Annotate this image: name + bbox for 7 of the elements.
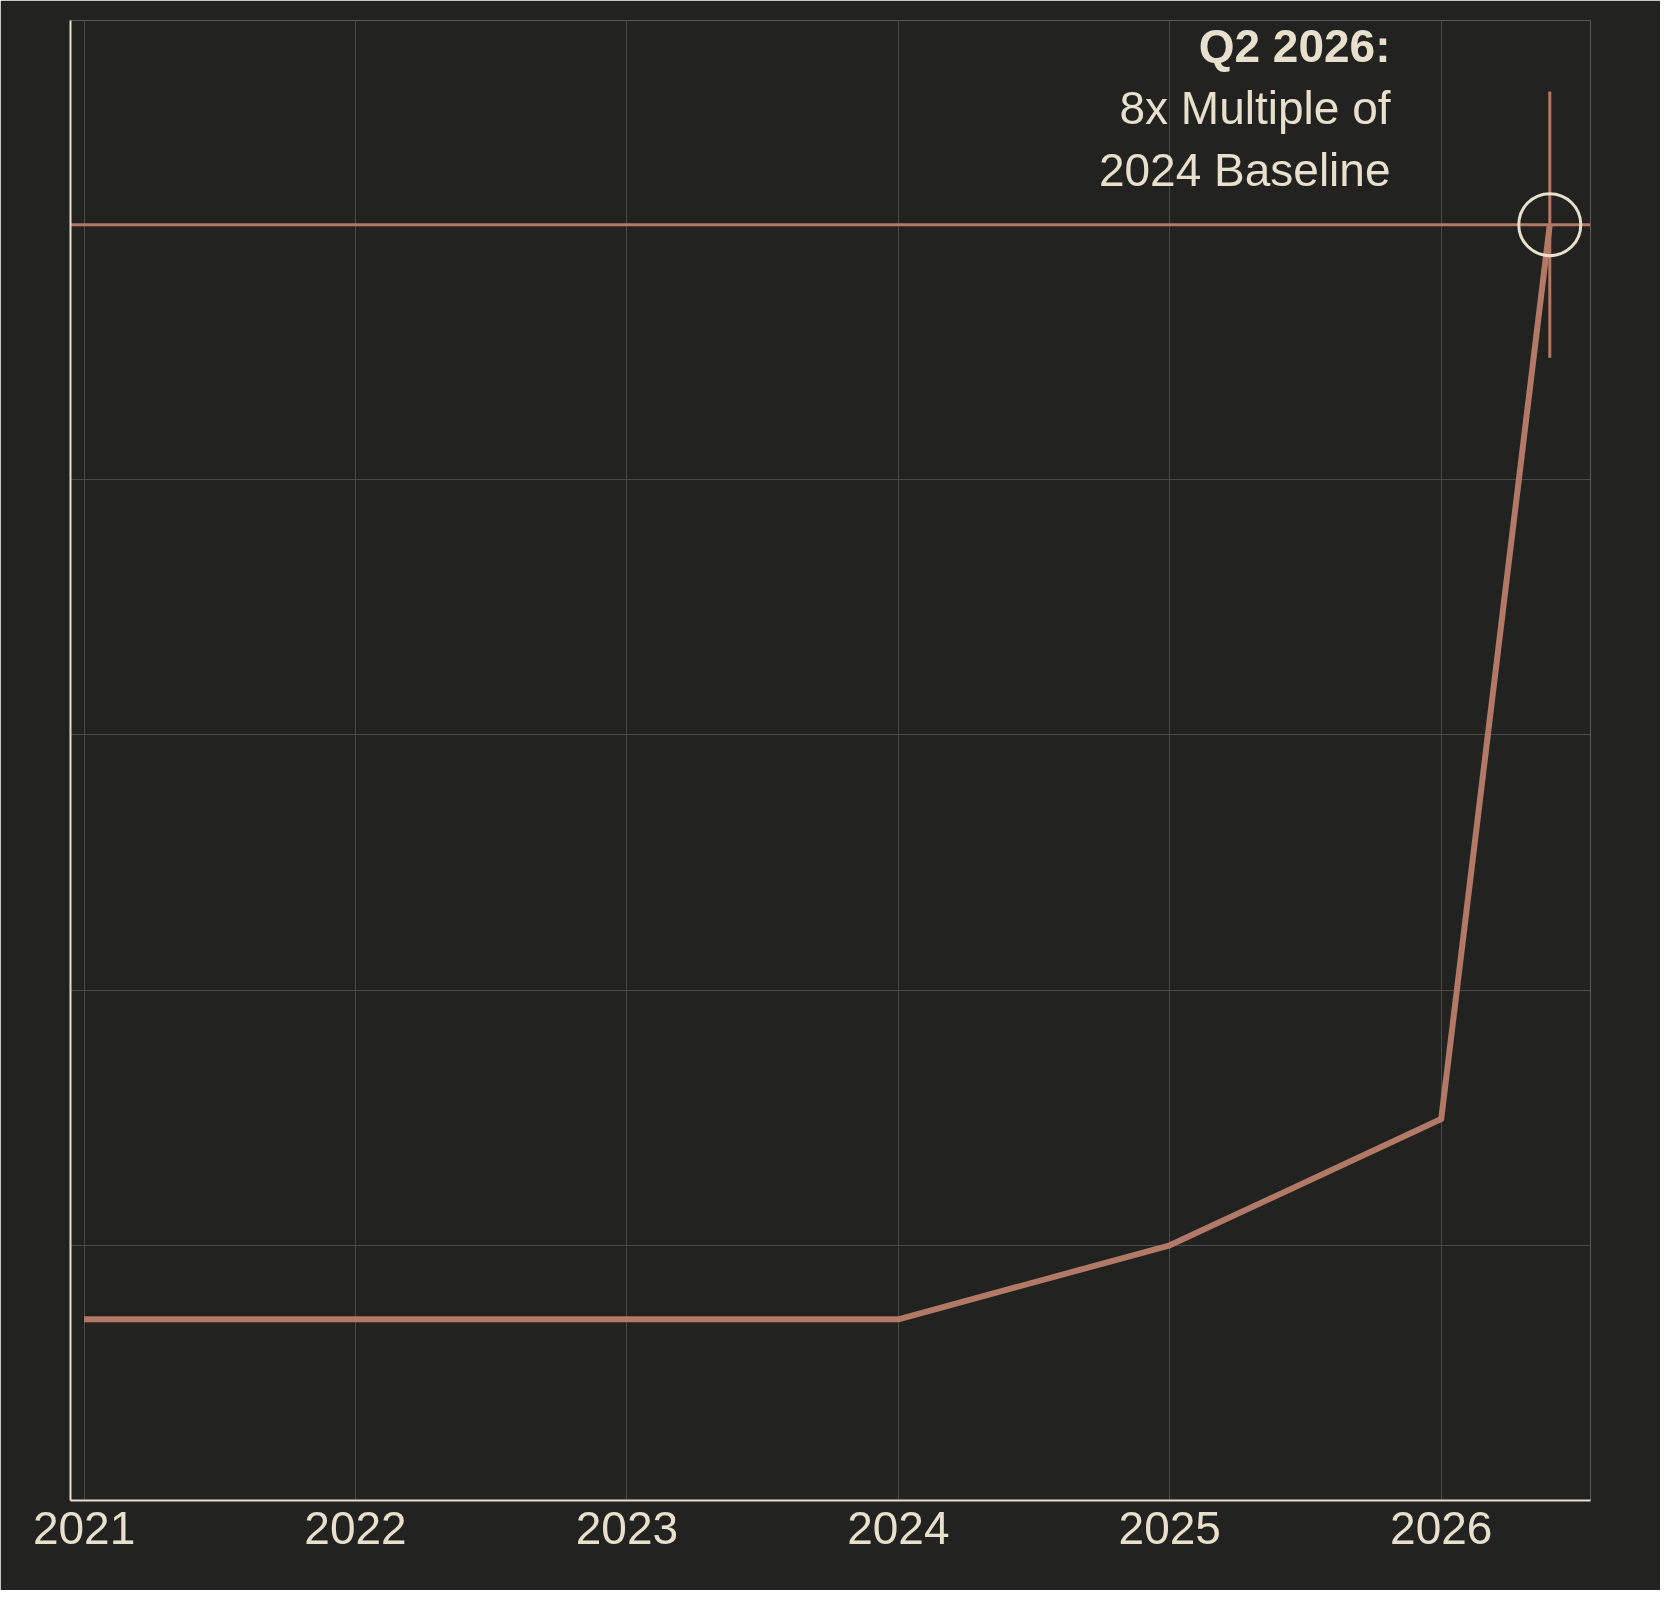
x-tick-label: 2024 xyxy=(847,1501,950,1554)
x-tick-label: 2023 xyxy=(575,1501,679,1554)
x-tick-label: 2026 xyxy=(1390,1501,1493,1554)
x-tick-label: 2025 xyxy=(1118,1501,1221,1554)
x-tick-label: 2021 xyxy=(32,1501,136,1554)
text: Q2 2026: 8x Multiple of 2024 Baseline xyxy=(1098,19,1391,196)
x-tick-label: 2022 xyxy=(304,1501,407,1554)
